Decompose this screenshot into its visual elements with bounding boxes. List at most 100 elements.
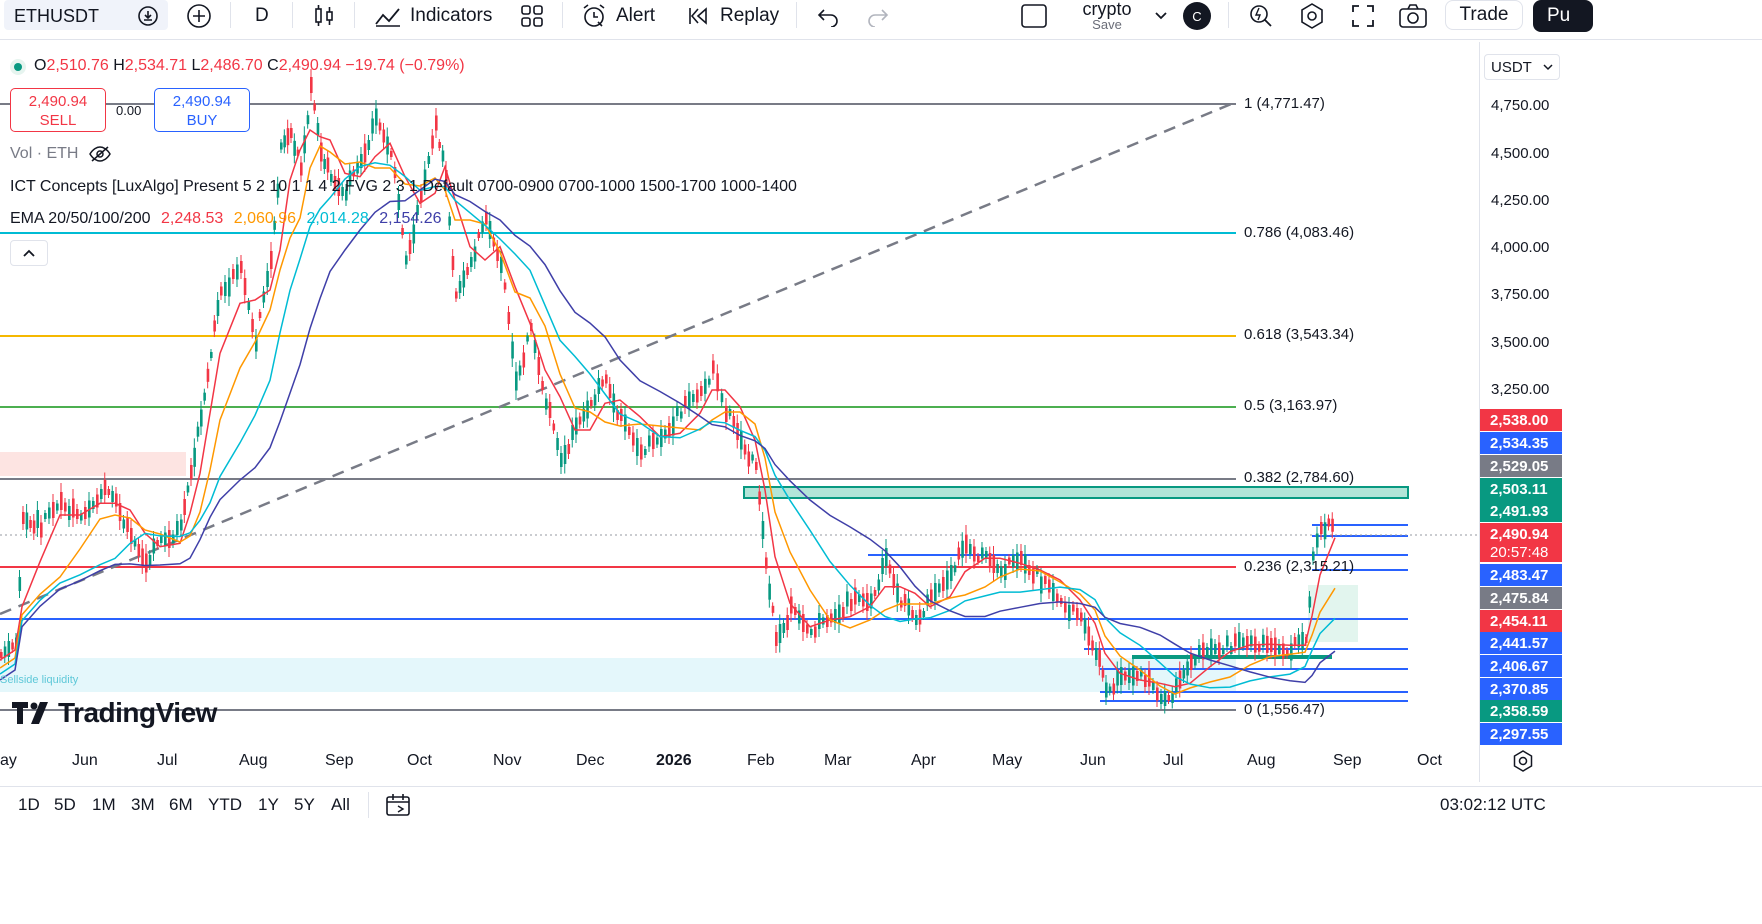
price-tick: 3,250.00 xyxy=(1491,381,1550,398)
candle-body xyxy=(276,183,280,198)
candle-body xyxy=(320,142,323,162)
candle-body xyxy=(462,270,466,288)
chart-settings-icon[interactable] xyxy=(1512,750,1534,772)
candle-body xyxy=(397,194,401,210)
range-5y[interactable]: 5Y xyxy=(294,795,315,814)
candle-body xyxy=(652,433,655,449)
utc-clock[interactable]: 03:02:12 UTC xyxy=(1440,795,1546,814)
candle-body xyxy=(1044,576,1047,584)
buy-button[interactable]: 2,490.94 BUY xyxy=(154,88,250,132)
candle-body xyxy=(152,538,156,554)
sell-button[interactable]: 2,490.94 SELL xyxy=(10,88,106,132)
range-ytd[interactable]: YTD xyxy=(208,795,242,814)
candle-body xyxy=(612,393,616,413)
settings-gear-icon[interactable] xyxy=(1298,0,1326,32)
candle-body xyxy=(11,642,14,650)
price-chart[interactable] xyxy=(0,42,1479,782)
alert-button[interactable]: Alert xyxy=(580,0,655,32)
undo-icon[interactable] xyxy=(816,0,840,32)
range-3m[interactable]: 3M xyxy=(131,795,155,814)
candle-body xyxy=(1098,649,1101,667)
chart-pane[interactable] xyxy=(0,42,1479,782)
candle-body xyxy=(25,512,29,530)
camera-icon[interactable] xyxy=(1398,0,1428,32)
replay-button[interactable]: Replay xyxy=(686,0,779,32)
status-dot-icon[interactable] xyxy=(10,59,26,75)
candle-body xyxy=(846,591,849,607)
candle-body xyxy=(926,594,929,606)
candle-body xyxy=(942,577,945,591)
replay-label: Replay xyxy=(720,5,780,26)
candle-type-icon[interactable] xyxy=(312,0,336,32)
candle-body xyxy=(720,393,724,403)
time-label-year: 2026 xyxy=(656,752,692,769)
candle-body xyxy=(408,240,412,254)
templates-icon[interactable] xyxy=(519,0,545,32)
candle-body xyxy=(761,521,765,539)
fib-level-0236-label: 0.236 (2,315.21) xyxy=(1244,558,1355,575)
price-tag: 2,454.11 xyxy=(1480,610,1562,632)
candle-body xyxy=(644,449,647,455)
candle-body xyxy=(180,519,183,531)
range-5d[interactable]: 5D xyxy=(54,795,76,814)
range-1m[interactable]: 1M xyxy=(92,795,116,814)
eye-hidden-icon[interactable] xyxy=(88,145,112,163)
candle-body xyxy=(518,365,522,376)
candle-body xyxy=(608,384,612,398)
interval-button[interactable]: D xyxy=(255,5,269,26)
range-all[interactable]: All xyxy=(331,795,350,814)
chevron-down-icon[interactable] xyxy=(1153,0,1169,32)
add-symbol-icon[interactable] xyxy=(186,0,212,32)
candle-body xyxy=(210,352,213,358)
ict-concepts-indicator[interactable]: ICT Concepts [LuxAlgo] Present 5 2 10 1 … xyxy=(10,178,797,195)
symbol-search[interactable] xyxy=(4,0,168,30)
quick-search-icon[interactable] xyxy=(1248,0,1274,32)
range-6m[interactable]: 6M xyxy=(169,795,193,814)
candle-body xyxy=(981,547,984,559)
candle-body xyxy=(822,617,825,625)
fib-level-05-label: 0.5 (3,163.97) xyxy=(1244,397,1338,414)
price-tag: 2,483.47 xyxy=(1480,564,1562,586)
candle-body xyxy=(934,583,937,601)
candle-body xyxy=(1000,566,1003,578)
trade-button[interactable]: Trade xyxy=(1445,0,1523,30)
redo-icon[interactable] xyxy=(866,0,890,32)
time-label: Oct xyxy=(407,752,432,769)
publish-button[interactable]: Pu xyxy=(1533,0,1593,32)
volume-indicator[interactable]: Vol · ETH xyxy=(10,145,112,163)
candle-body xyxy=(1258,644,1261,652)
time-label: Oct xyxy=(1417,752,1442,769)
candle-body xyxy=(672,416,675,436)
candle-body xyxy=(1327,518,1331,527)
candle-body xyxy=(164,532,167,546)
range-1d[interactable]: 1D xyxy=(18,795,40,814)
candle-body xyxy=(283,135,286,148)
tradingview-logo[interactable]: TradingView xyxy=(12,697,217,729)
high-label: H xyxy=(113,57,125,74)
candle-body xyxy=(806,624,809,634)
candle-body xyxy=(1242,637,1245,647)
alert-label: Alert xyxy=(616,5,656,26)
candle-body xyxy=(870,593,873,609)
candle-body xyxy=(1101,669,1105,678)
indicators-button[interactable]: Indicators xyxy=(374,0,492,32)
go-to-date-calendar-icon[interactable] xyxy=(384,792,412,818)
layout-square-icon[interactable] xyxy=(1020,0,1048,32)
candle-body xyxy=(736,423,739,440)
time-label: Dec xyxy=(576,752,605,769)
fullscreen-icon[interactable] xyxy=(1350,0,1376,32)
avatar[interactable]: C xyxy=(1183,2,1211,30)
candle-body xyxy=(814,626,817,638)
compare-symbol-icon[interactable] xyxy=(136,0,160,32)
candle-body xyxy=(183,499,186,515)
currency-select[interactable]: USDT xyxy=(1484,54,1560,80)
collapse-legend-button[interactable] xyxy=(10,240,48,266)
range-1y[interactable]: 1Y xyxy=(258,795,279,814)
candle-body xyxy=(186,485,190,493)
ema-indicator[interactable]: EMA 20/50/100/200 2,248.53 2,060.96 2,01… xyxy=(10,210,442,228)
candle-body xyxy=(316,123,320,135)
symbol-name[interactable]: ETHUSDT xyxy=(14,5,99,26)
candle-body xyxy=(273,220,276,230)
candle-body xyxy=(751,454,754,461)
layout-name[interactable]: crypto Save xyxy=(1072,0,1142,32)
